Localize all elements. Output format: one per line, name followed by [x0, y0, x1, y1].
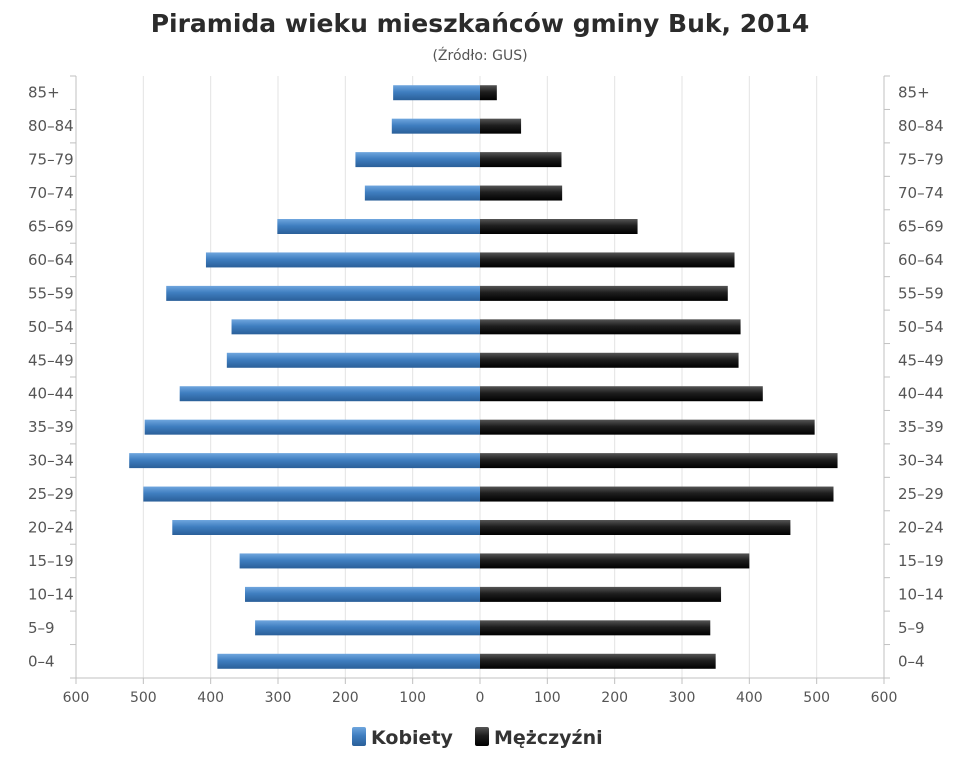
x-tick-label: 0 — [476, 690, 485, 706]
category-label-right: 85+ — [898, 84, 930, 102]
bar-kobiety — [143, 486, 481, 502]
bar-kobiety — [277, 219, 480, 234]
bar-mezczyzni — [480, 653, 716, 669]
legend-label-kobiety: Kobiety — [371, 727, 454, 749]
bar-kobiety — [172, 520, 480, 535]
bar-mezczyzni — [480, 352, 739, 368]
chart-subtitle: (Źródło: GUS) — [432, 46, 527, 64]
x-tick-label: 100 — [534, 690, 561, 706]
category-label-right: 5–9 — [898, 619, 925, 637]
legend-swatch-mezczyzni — [475, 727, 489, 746]
bar-mezczyzni — [480, 486, 834, 502]
bar-mezczyzni — [480, 252, 735, 268]
x-tick-label: 200 — [601, 690, 628, 706]
category-label-right: 45–49 — [898, 351, 944, 369]
bar-kobiety — [129, 453, 480, 469]
category-label-left: 75–79 — [28, 151, 74, 169]
bar-mezczyzni — [480, 185, 563, 201]
category-label-right: 35–39 — [898, 418, 944, 436]
category-label-right: 70–74 — [898, 184, 944, 202]
category-label-left: 85+ — [28, 84, 60, 102]
category-label-right: 65–69 — [898, 218, 944, 236]
category-label-right: 25–29 — [898, 485, 944, 503]
bar-kobiety — [226, 352, 480, 368]
x-tick-label: 500 — [130, 690, 157, 706]
category-label-right: 30–34 — [898, 452, 944, 470]
x-tick-label: 400 — [736, 690, 763, 706]
category-label-left: 10–14 — [28, 585, 74, 603]
category-label-right: 50–54 — [898, 318, 944, 336]
bar-kobiety — [255, 620, 480, 636]
bar-mezczyzni — [480, 118, 522, 134]
category-label-left: 5–9 — [28, 619, 55, 637]
category-label-right: 55–59 — [898, 284, 944, 302]
category-label-right: 40–44 — [898, 385, 944, 403]
bar-mezczyzni — [480, 152, 562, 168]
category-label-right: 80–84 — [898, 117, 944, 135]
category-label-left: 60–64 — [28, 251, 74, 269]
category-label-left: 50–54 — [28, 318, 74, 336]
grid-lines — [142, 76, 818, 678]
bar-mezczyzni — [480, 319, 741, 335]
bar-mezczyzni — [480, 219, 638, 234]
category-label-left: 20–24 — [28, 519, 74, 537]
category-label-right: 15–19 — [898, 552, 944, 570]
legend-label-mezczyzni: Mężczyźni — [494, 727, 603, 749]
legend: Kobiety Mężczyźni — [352, 727, 603, 749]
x-tick-label: 300 — [669, 690, 696, 706]
axes: 600 500 400 300 200 100 0 100 200 300 400 500 600 — [63, 75, 898, 706]
bar-kobiety — [144, 419, 480, 435]
x-tick-label: 300 — [265, 690, 292, 706]
bar-kobiety — [231, 319, 480, 335]
category-label-left: 80–84 — [28, 117, 74, 135]
category-label-left: 0–4 — [28, 652, 55, 670]
category-label-right: 60–64 — [898, 251, 944, 269]
legend-swatch-kobiety — [352, 727, 366, 746]
bars — [129, 85, 838, 669]
category-label-left: 35–39 — [28, 418, 74, 436]
x-tick-label: 600 — [871, 690, 898, 706]
bar-mezczyzni — [480, 85, 497, 101]
bar-mezczyzni — [480, 586, 722, 602]
x-tick-label: 100 — [399, 690, 426, 706]
bar-mezczyzni — [480, 386, 763, 402]
bar-kobiety — [166, 285, 480, 301]
bar-kobiety — [205, 252, 480, 268]
category-label-right: 10–14 — [898, 585, 944, 603]
category-label-left: 15–19 — [28, 552, 74, 570]
x-tick-label: 200 — [332, 690, 359, 706]
bar-mezczyzni — [480, 285, 728, 301]
x-tick-label: 400 — [197, 690, 224, 706]
x-tick-label: 500 — [803, 690, 830, 706]
category-label-left: 40–44 — [28, 385, 74, 403]
bar-kobiety — [217, 653, 480, 669]
category-labels: 85+ 85+ 80–84 80–84 75–79 75–79 70–74 70–74 65–6… — [28, 84, 944, 671]
category-label-right: 20–24 — [898, 519, 944, 537]
bar-kobiety — [364, 185, 480, 201]
bar-mezczyzni — [480, 553, 750, 569]
x-tick-label: 600 — [63, 690, 90, 706]
chart-title: Piramida wieku mieszkańców gminy Buk, 20… — [151, 9, 810, 38]
category-label-left: 70–74 — [28, 184, 74, 202]
bar-mezczyzni — [480, 620, 711, 636]
bar-kobiety — [355, 152, 480, 168]
category-label-left: 30–34 — [28, 452, 74, 470]
category-label-left: 55–59 — [28, 284, 74, 302]
category-label-left: 65–69 — [28, 218, 74, 236]
bar-kobiety — [391, 118, 480, 134]
category-label-right: 0–4 — [898, 652, 925, 670]
bar-kobiety — [245, 586, 480, 602]
bar-mezczyzni — [480, 520, 791, 535]
category-label-left: 25–29 — [28, 485, 74, 503]
bar-kobiety — [179, 386, 480, 402]
category-label-left: 45–49 — [28, 351, 74, 369]
bar-mezczyzni — [480, 419, 815, 435]
bar-kobiety — [393, 85, 480, 101]
bar-mezczyzni — [480, 453, 838, 469]
bar-kobiety — [239, 553, 480, 569]
category-label-right: 75–79 — [898, 151, 944, 169]
